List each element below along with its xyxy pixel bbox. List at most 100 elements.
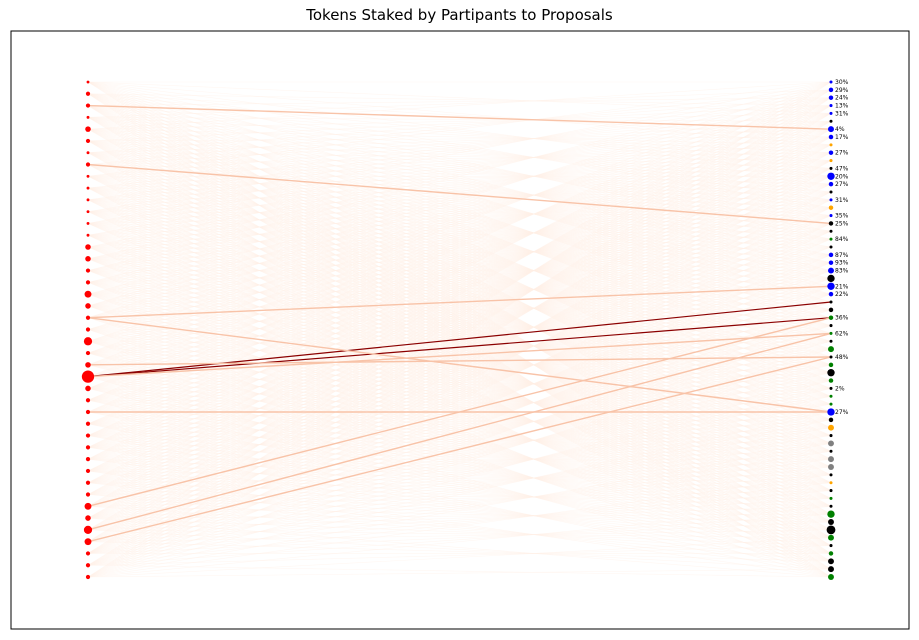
proposal-label: 24% bbox=[835, 95, 849, 102]
proposal-node bbox=[829, 434, 833, 438]
edge-line bbox=[87, 494, 832, 562]
edge-line bbox=[87, 136, 832, 283]
edge-line bbox=[87, 128, 832, 201]
proposal-label: 35% bbox=[835, 213, 849, 220]
proposal-node bbox=[829, 214, 833, 218]
edge-line bbox=[87, 168, 832, 519]
edge-line bbox=[87, 372, 832, 542]
edge-line bbox=[87, 348, 832, 531]
edge-line bbox=[87, 128, 832, 578]
edge-line bbox=[87, 482, 832, 519]
edge-line bbox=[87, 160, 832, 578]
proposal-node bbox=[828, 440, 834, 447]
edge-line bbox=[87, 513, 832, 566]
edge-line bbox=[87, 113, 832, 177]
edge-line bbox=[87, 427, 832, 507]
edge-line bbox=[87, 176, 832, 507]
participant-node bbox=[85, 457, 91, 462]
edge-line bbox=[87, 529, 832, 570]
edge-line bbox=[87, 293, 832, 566]
edge-line bbox=[87, 450, 832, 566]
edge-line bbox=[87, 81, 832, 319]
proposal-label: 87% bbox=[835, 252, 849, 259]
proposal-node bbox=[829, 166, 833, 170]
edge-line bbox=[87, 215, 832, 542]
edge-line bbox=[87, 105, 832, 161]
edge-line bbox=[87, 270, 832, 507]
edge-line bbox=[87, 113, 832, 224]
proposal-node bbox=[828, 558, 834, 565]
edge-line bbox=[87, 136, 832, 189]
edge-line bbox=[87, 168, 832, 283]
edge-line bbox=[87, 121, 832, 495]
proposal-node bbox=[828, 362, 834, 368]
participant-node bbox=[85, 91, 91, 96]
proposal-node bbox=[829, 159, 833, 163]
edge-line bbox=[87, 97, 832, 483]
edge-line bbox=[87, 545, 832, 566]
proposal-node bbox=[828, 551, 834, 556]
edge-line bbox=[87, 568, 832, 578]
proposal-label: 31% bbox=[835, 110, 849, 117]
proposal-node bbox=[829, 355, 833, 359]
proposal-label: 36% bbox=[835, 315, 849, 322]
participant-node bbox=[85, 409, 91, 415]
proposal-node bbox=[828, 126, 834, 133]
proposal-node bbox=[828, 424, 834, 431]
proposal-node bbox=[829, 237, 833, 241]
edge-line bbox=[87, 435, 832, 542]
participant-node bbox=[86, 222, 90, 225]
proposal-node bbox=[828, 260, 834, 265]
participant-node bbox=[83, 337, 93, 346]
edge-line bbox=[87, 168, 832, 236]
edge-line bbox=[87, 498, 832, 542]
participant-node bbox=[85, 303, 91, 309]
edge-line bbox=[87, 443, 832, 531]
proposal-node bbox=[829, 324, 833, 328]
edge-line bbox=[87, 89, 832, 542]
participant-node bbox=[85, 280, 91, 285]
edge-line bbox=[87, 340, 832, 542]
edge-line bbox=[87, 128, 832, 436]
edge-line bbox=[87, 199, 832, 566]
edge-line bbox=[87, 105, 832, 425]
proposal-node bbox=[828, 566, 834, 573]
edge-line bbox=[87, 136, 832, 377]
proposal-node bbox=[828, 378, 834, 383]
edge-line bbox=[87, 97, 832, 201]
participant-node bbox=[85, 551, 91, 556]
participant-node bbox=[83, 525, 93, 534]
edge-line bbox=[87, 120, 832, 260]
proposal-node bbox=[829, 504, 833, 508]
participant-node bbox=[85, 268, 91, 273]
proposal-node bbox=[829, 104, 833, 108]
proposal-label: 31% bbox=[835, 197, 849, 204]
edge-line bbox=[87, 97, 832, 436]
proposal-node bbox=[827, 408, 835, 416]
edge-line bbox=[87, 183, 832, 542]
edge-line bbox=[87, 121, 832, 542]
edge-line bbox=[87, 120, 832, 354]
edge-line bbox=[87, 490, 832, 507]
edge-line bbox=[87, 144, 832, 177]
proposal-node bbox=[828, 291, 834, 297]
proposal-label: 84% bbox=[835, 236, 849, 243]
participant-node bbox=[85, 445, 91, 450]
edge-line bbox=[87, 128, 832, 295]
edge-line bbox=[87, 262, 832, 566]
participant-node bbox=[85, 362, 91, 368]
edge-line bbox=[87, 160, 832, 248]
edge-line bbox=[87, 395, 832, 507]
proposal-node bbox=[829, 198, 833, 202]
edge-line bbox=[87, 474, 832, 578]
proposal-node bbox=[828, 346, 834, 353]
participant-node bbox=[85, 162, 91, 167]
proposal-node bbox=[829, 80, 833, 84]
participant-node bbox=[85, 480, 91, 485]
participant-node bbox=[86, 198, 90, 202]
proposal-node bbox=[829, 339, 833, 343]
proposal-label: 22% bbox=[835, 291, 849, 298]
edge-line bbox=[87, 505, 832, 578]
edge-line bbox=[87, 97, 832, 389]
